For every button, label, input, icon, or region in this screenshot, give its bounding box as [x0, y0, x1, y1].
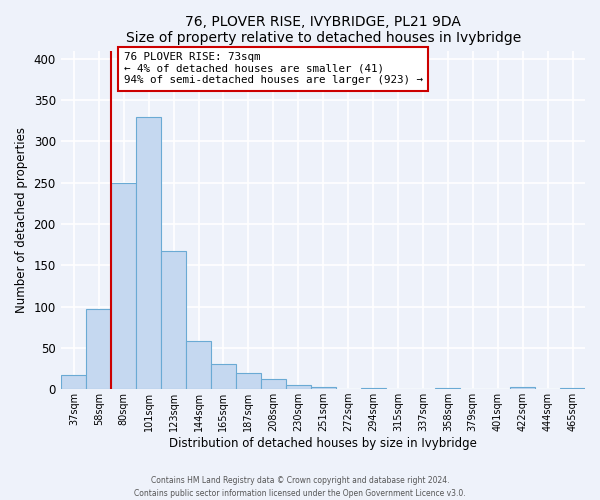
Bar [186, 342, 211, 389]
Bar [86, 309, 111, 389]
Bar [436, 388, 460, 389]
Bar [261, 380, 286, 389]
Bar [111, 182, 136, 389]
Bar [286, 385, 311, 389]
Bar [361, 388, 386, 389]
X-axis label: Distribution of detached houses by size in Ivybridge: Distribution of detached houses by size … [169, 437, 477, 450]
Bar [61, 375, 86, 389]
Text: Contains HM Land Registry data © Crown copyright and database right 2024.
Contai: Contains HM Land Registry data © Crown c… [134, 476, 466, 498]
Bar [161, 251, 186, 389]
Text: 76 PLOVER RISE: 73sqm
← 4% of detached houses are smaller (41)
94% of semi-detac: 76 PLOVER RISE: 73sqm ← 4% of detached h… [124, 52, 422, 86]
Bar [311, 386, 335, 389]
Y-axis label: Number of detached properties: Number of detached properties [15, 127, 28, 313]
Bar [236, 372, 261, 389]
Title: 76, PLOVER RISE, IVYBRIDGE, PL21 9DA
Size of property relative to detached house: 76, PLOVER RISE, IVYBRIDGE, PL21 9DA Siz… [125, 15, 521, 45]
Bar [560, 388, 585, 389]
Bar [136, 116, 161, 389]
Bar [211, 364, 236, 389]
Bar [510, 386, 535, 389]
